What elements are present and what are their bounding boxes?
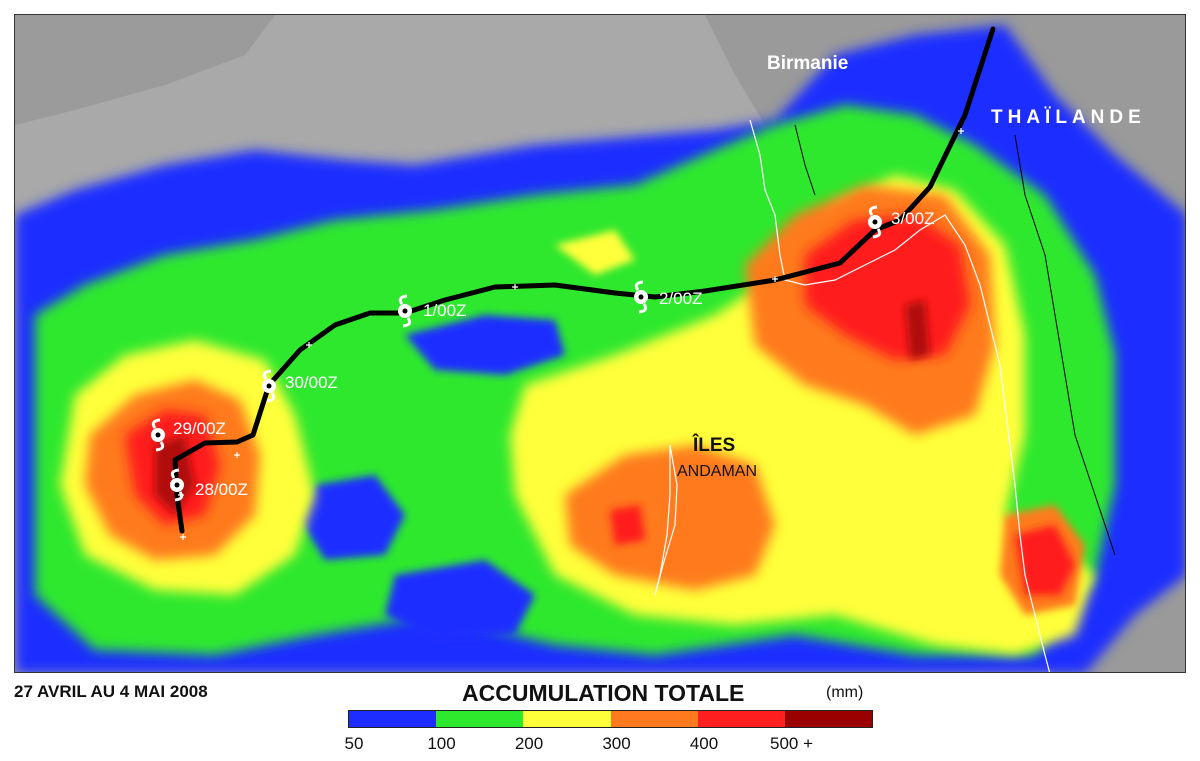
legend-swatch-5 bbox=[784, 711, 873, 727]
legend-swatch-4 bbox=[697, 711, 785, 727]
legend-swatch-0 bbox=[349, 711, 437, 727]
legend-swatch-2 bbox=[523, 711, 611, 727]
date-range: 27 AVRIL AU 4 MAI 2008 bbox=[14, 682, 208, 701]
legend-unit: (mm) bbox=[826, 684, 864, 701]
cyclone-icon bbox=[634, 280, 648, 314]
cyclone-icon bbox=[262, 369, 276, 403]
legend-tick-label: 100 bbox=[427, 734, 456, 753]
india-land bbox=[15, 15, 275, 125]
cyclone-icon bbox=[170, 468, 184, 502]
rainfall-field bbox=[15, 25, 1185, 672]
legend-title: ACCUMULATION TOTALE bbox=[462, 680, 745, 706]
label-iles: ÎLES bbox=[693, 435, 736, 456]
track-label-1: 1/00Z bbox=[423, 301, 467, 320]
borders bbox=[794, 124, 1116, 556]
track-label-2: 2/00Z bbox=[659, 289, 703, 308]
cyclone-icons bbox=[151, 205, 882, 502]
track-label-3: 3/00Z bbox=[891, 209, 935, 228]
legend-tick-label: 300 bbox=[602, 734, 631, 753]
track-label-29: 29/00Z bbox=[173, 419, 226, 438]
map-canvas bbox=[15, 15, 1185, 672]
cyclone-icon bbox=[398, 294, 412, 328]
cyclone-icon bbox=[868, 205, 882, 239]
legend-tick-label: 500 + bbox=[769, 734, 814, 753]
legend-swatch-3 bbox=[610, 711, 698, 727]
legend-tick-label: 200 bbox=[514, 734, 544, 753]
label-andaman: ANDAMAN bbox=[677, 463, 758, 480]
label-thailande: THAÏLANDE bbox=[991, 107, 1146, 128]
cyclone-icon bbox=[151, 418, 165, 452]
track-label-28: 28/00Z bbox=[195, 480, 248, 499]
legend-tick-label: 50 bbox=[344, 734, 364, 753]
rainfall-map: Birmanie THAÏLANDE ÎLES ANDAMAN 28/00Z 2… bbox=[14, 14, 1186, 673]
coastlines bbox=[654, 119, 1051, 672]
label-birmanie: Birmanie bbox=[767, 53, 849, 74]
legend-color-bar bbox=[348, 710, 873, 728]
track-label-30: 30/00Z bbox=[285, 373, 338, 392]
legend-swatch-1 bbox=[436, 711, 524, 727]
legend-tick-label: 400 bbox=[689, 734, 719, 753]
